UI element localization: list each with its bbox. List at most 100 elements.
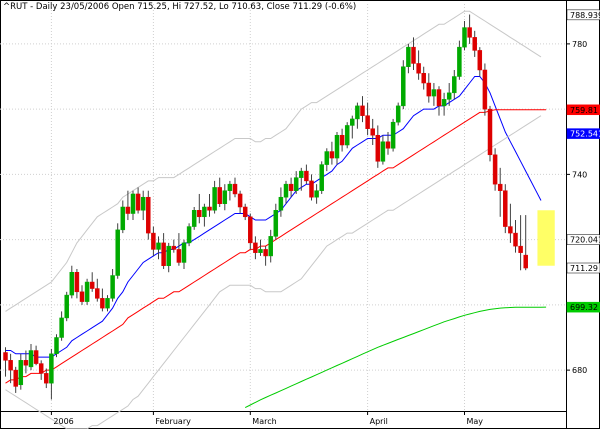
highlight-band (537, 210, 555, 266)
candle-body (339, 134, 345, 146)
candle-body (242, 206, 248, 218)
value-tag-box (566, 234, 600, 245)
candle-body (503, 190, 508, 227)
candle-body (49, 353, 54, 384)
candle-body (436, 89, 442, 107)
candle-body (181, 242, 187, 263)
candle-body (232, 183, 238, 195)
candle-body (426, 82, 432, 97)
candle-body (431, 89, 437, 97)
candle-body (395, 105, 401, 123)
candle-body (487, 108, 493, 156)
candle-body (446, 92, 452, 100)
candle-body (288, 183, 294, 191)
candle-body (344, 125, 350, 146)
value-tag-label: 788.939 (570, 11, 600, 20)
candle-body (227, 183, 233, 191)
x-tick-label: March (252, 417, 276, 426)
candle-body (217, 187, 222, 204)
candle-body (293, 177, 299, 191)
candle-body (457, 46, 462, 77)
candle-body (64, 294, 69, 319)
candle-body (406, 46, 411, 67)
date-axis: 2006 February March April May (50, 411, 483, 426)
candle-body (385, 141, 391, 149)
candle-body (130, 193, 136, 214)
chart-title: ^RUT - Daily 23/05/2006 Open 715.25, Hi … (3, 2, 356, 12)
candle-body (33, 350, 39, 364)
candle-body (253, 242, 258, 253)
candle-body (146, 196, 151, 234)
y-tick-label: 680 (572, 366, 587, 375)
value-tag-label: 752.541 (570, 130, 600, 139)
candle-body (54, 337, 59, 355)
candle-body (411, 46, 416, 64)
candle-body (329, 151, 335, 159)
candle-body (202, 206, 207, 218)
candle-body (120, 206, 126, 231)
candle-body (248, 216, 253, 244)
candle-body (350, 118, 355, 126)
candle-body (421, 72, 426, 84)
candle-body (482, 69, 488, 110)
candle-body (59, 317, 64, 338)
candle-body (258, 249, 263, 253)
candle-body (105, 298, 110, 309)
candle-body (95, 288, 100, 299)
x-tick-label: February (155, 417, 191, 426)
candle-body (273, 210, 279, 237)
candle-body (13, 369, 18, 387)
y-tick-label: 780 (572, 40, 587, 49)
candle-body (28, 350, 34, 368)
candle-body (278, 196, 284, 211)
candle-body (18, 360, 24, 386)
indicator-line (5, 10, 542, 312)
candle-body (140, 196, 146, 211)
indicator-line (244, 306, 547, 409)
candle-body (299, 170, 304, 178)
candle-body (365, 115, 370, 129)
candle-body (497, 183, 503, 191)
candle-body (74, 271, 80, 293)
candle-body (79, 291, 85, 302)
value-tag-label: 720.041 (570, 236, 600, 245)
candle-body (380, 141, 386, 162)
candle-body (416, 63, 421, 74)
candle-body (197, 210, 202, 218)
value-tag-box (566, 9, 600, 21)
candle-body (309, 180, 314, 198)
indicator-line (5, 115, 542, 430)
candle-body (304, 170, 309, 182)
x-tick-label: April (370, 417, 388, 426)
candle-body (115, 229, 120, 276)
candle-body (161, 242, 166, 266)
candle-body (237, 193, 243, 208)
candle-body (84, 281, 90, 302)
indicator-line (5, 76, 542, 358)
candle-body (110, 275, 115, 299)
candle-body (360, 105, 365, 116)
candle-body (212, 187, 217, 211)
candle-body (462, 27, 467, 48)
candle-body (268, 236, 273, 257)
last-value-tags: 788.939 759.81 752.541 720.041 711.29 699.32 (566, 9, 600, 313)
candle-body (452, 76, 457, 94)
value-tag-label: 699.32 (570, 303, 598, 312)
candle-body (207, 206, 212, 211)
candle-body (441, 99, 447, 107)
candle-body (44, 373, 49, 384)
value-tag-box (566, 128, 600, 139)
candle-body (166, 245, 171, 266)
candle-body (401, 66, 406, 107)
candle-body (518, 245, 523, 253)
candle-body (135, 193, 141, 211)
candle-body (191, 210, 197, 227)
candle-body (171, 245, 177, 250)
candle-body (283, 183, 289, 198)
candle-body (314, 190, 319, 198)
value-tag-box (566, 262, 600, 274)
value-tag-box (566, 104, 600, 116)
